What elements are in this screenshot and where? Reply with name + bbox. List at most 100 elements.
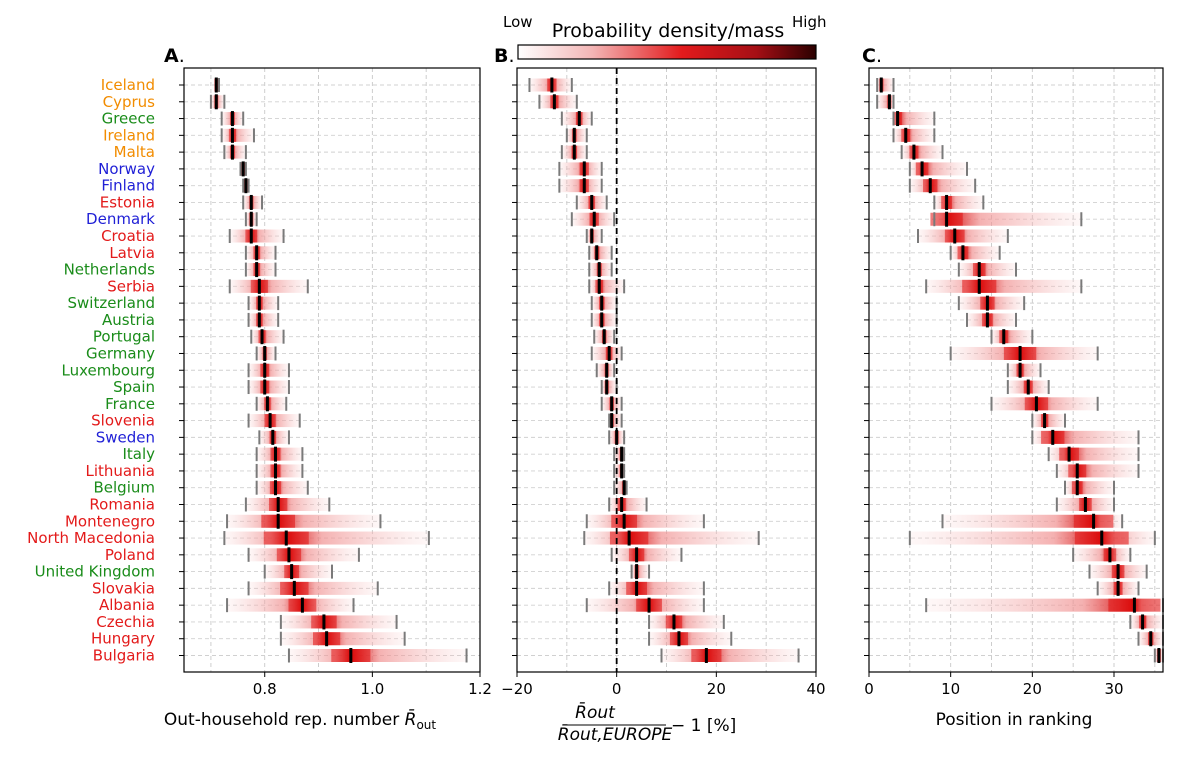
distribution-bar (609, 497, 647, 511)
colorbar-low-label: Low (503, 13, 533, 31)
country-label: North Macedonia (27, 529, 155, 547)
panel-label-c: C. (862, 45, 882, 67)
distribution-bar (614, 447, 625, 461)
country-label: Romania (89, 495, 155, 513)
xlabel-a: Out-household rep. number R̄out (164, 708, 437, 732)
country-label: Norway (98, 160, 155, 178)
x-tick-label: −20 (501, 680, 533, 698)
distribution-bar (991, 330, 1033, 344)
xlabel-b-numerator: R̄out (575, 701, 616, 723)
country-label: Sweden (96, 428, 155, 446)
x-tick-label: 0.8 (253, 680, 277, 698)
country-label: Italy (122, 445, 155, 463)
country-label: Slovenia (91, 412, 155, 430)
x-tick-label: 20 (1023, 680, 1042, 698)
country-label: Serbia (107, 277, 155, 295)
distribution-bar (589, 246, 612, 260)
panel-a: 0.8 1.0 1.2 (179, 67, 492, 698)
distribution-bar (958, 263, 1016, 277)
colorbar-bar (517, 44, 817, 60)
distribution-bar (280, 632, 405, 646)
distribution-bar (909, 179, 976, 193)
panel-label-b: B. (494, 45, 515, 67)
distribution-bar (893, 128, 935, 142)
distribution-bar (256, 397, 287, 411)
distribution-bar (1032, 414, 1065, 428)
distribution-bar (661, 649, 799, 662)
country-label: Cyprus (103, 93, 156, 111)
xlabel-b-suffix: − 1 [%] (671, 716, 736, 736)
distribution-bar (227, 514, 381, 528)
x-tick-label: 0 (864, 680, 874, 698)
colorbar-title: Probability density/mass (552, 20, 785, 42)
distribution-bar (248, 548, 359, 562)
distribution-bar (611, 548, 682, 562)
country-label: Hungary (91, 630, 155, 648)
distribution-bar (256, 481, 308, 495)
xlabel-c: Position in ranking (936, 710, 1093, 730)
country-label: Denmark (86, 210, 155, 228)
country-label: Poland (105, 546, 155, 564)
distribution-bar (1073, 548, 1131, 562)
distribution-bar (229, 279, 308, 293)
distribution-bar (586, 229, 602, 243)
distribution-bar (609, 581, 704, 595)
distribution-bar (224, 531, 429, 545)
country-label: Switzerland (68, 294, 156, 312)
country-label: Luxembourg (62, 361, 156, 379)
country-label: France (105, 395, 155, 413)
distribution-bar (566, 128, 587, 142)
country-labels: IcelandCyprusGreeceIrelandMaltaNorwayFin… (27, 76, 155, 665)
distribution-bar (926, 279, 1082, 293)
country-label: Bulgaria (93, 647, 155, 665)
country-label: Ireland (103, 126, 155, 144)
distribution-bar (586, 514, 704, 528)
country-label: Germany (86, 344, 155, 362)
distribution-bar (245, 497, 330, 511)
distribution-bar (614, 464, 625, 478)
country-label: United Kingdom (35, 563, 155, 581)
country-label: Slovakia (92, 579, 155, 597)
xlabel-b-denominator: R̄out,EUROPE (558, 723, 673, 745)
country-label: Montenegro (65, 512, 155, 530)
x-tick-label: 40 (806, 680, 825, 698)
colorbar-high-label: High (792, 13, 826, 31)
country-label: Netherlands (64, 261, 156, 279)
distribution-bar (649, 615, 724, 629)
panel-b: −20 0 20 40 (501, 67, 826, 698)
x-tick-label: 20 (707, 680, 726, 698)
country-label: Finland (101, 177, 155, 195)
country-label: Malta (114, 143, 155, 161)
distribution-bar (245, 246, 276, 260)
panel-label-a: A. (164, 45, 185, 67)
distribution-bar (224, 145, 246, 159)
country-label: Latvia (109, 244, 155, 262)
x-tick-label: 30 (1104, 680, 1123, 698)
x-tick-label: 1.2 (468, 680, 492, 698)
colorbar: Low High Probability density/mass (503, 13, 826, 60)
distribution-bar (1130, 615, 1163, 629)
distribution-bar (251, 330, 284, 344)
panel-c: 0 10 20 30 (864, 67, 1164, 698)
distribution-bar (934, 212, 1082, 226)
distribution-bar (280, 615, 397, 629)
xlabel-b: R̄out R̄out,EUROPE − 1 [%] (558, 701, 737, 745)
country-label: Spain (113, 378, 155, 396)
distribution-bar (589, 279, 625, 293)
distribution-bar (248, 296, 279, 310)
distribution-bar (601, 380, 617, 394)
x-tick-label: 1.0 (360, 680, 384, 698)
distribution-bar (248, 313, 279, 327)
country-label: Austria (102, 311, 155, 329)
distribution-bar (248, 581, 378, 595)
country-label: Czechia (96, 613, 155, 631)
country-label: Estonia (100, 193, 155, 211)
distribution-bar (1007, 363, 1041, 377)
country-label: Belgium (94, 479, 156, 497)
country-label: Iceland (101, 76, 155, 94)
distribution-bar (926, 598, 1163, 612)
distribution-bar (631, 565, 650, 579)
distribution-bar (649, 632, 732, 646)
country-label: Greece (102, 110, 155, 128)
